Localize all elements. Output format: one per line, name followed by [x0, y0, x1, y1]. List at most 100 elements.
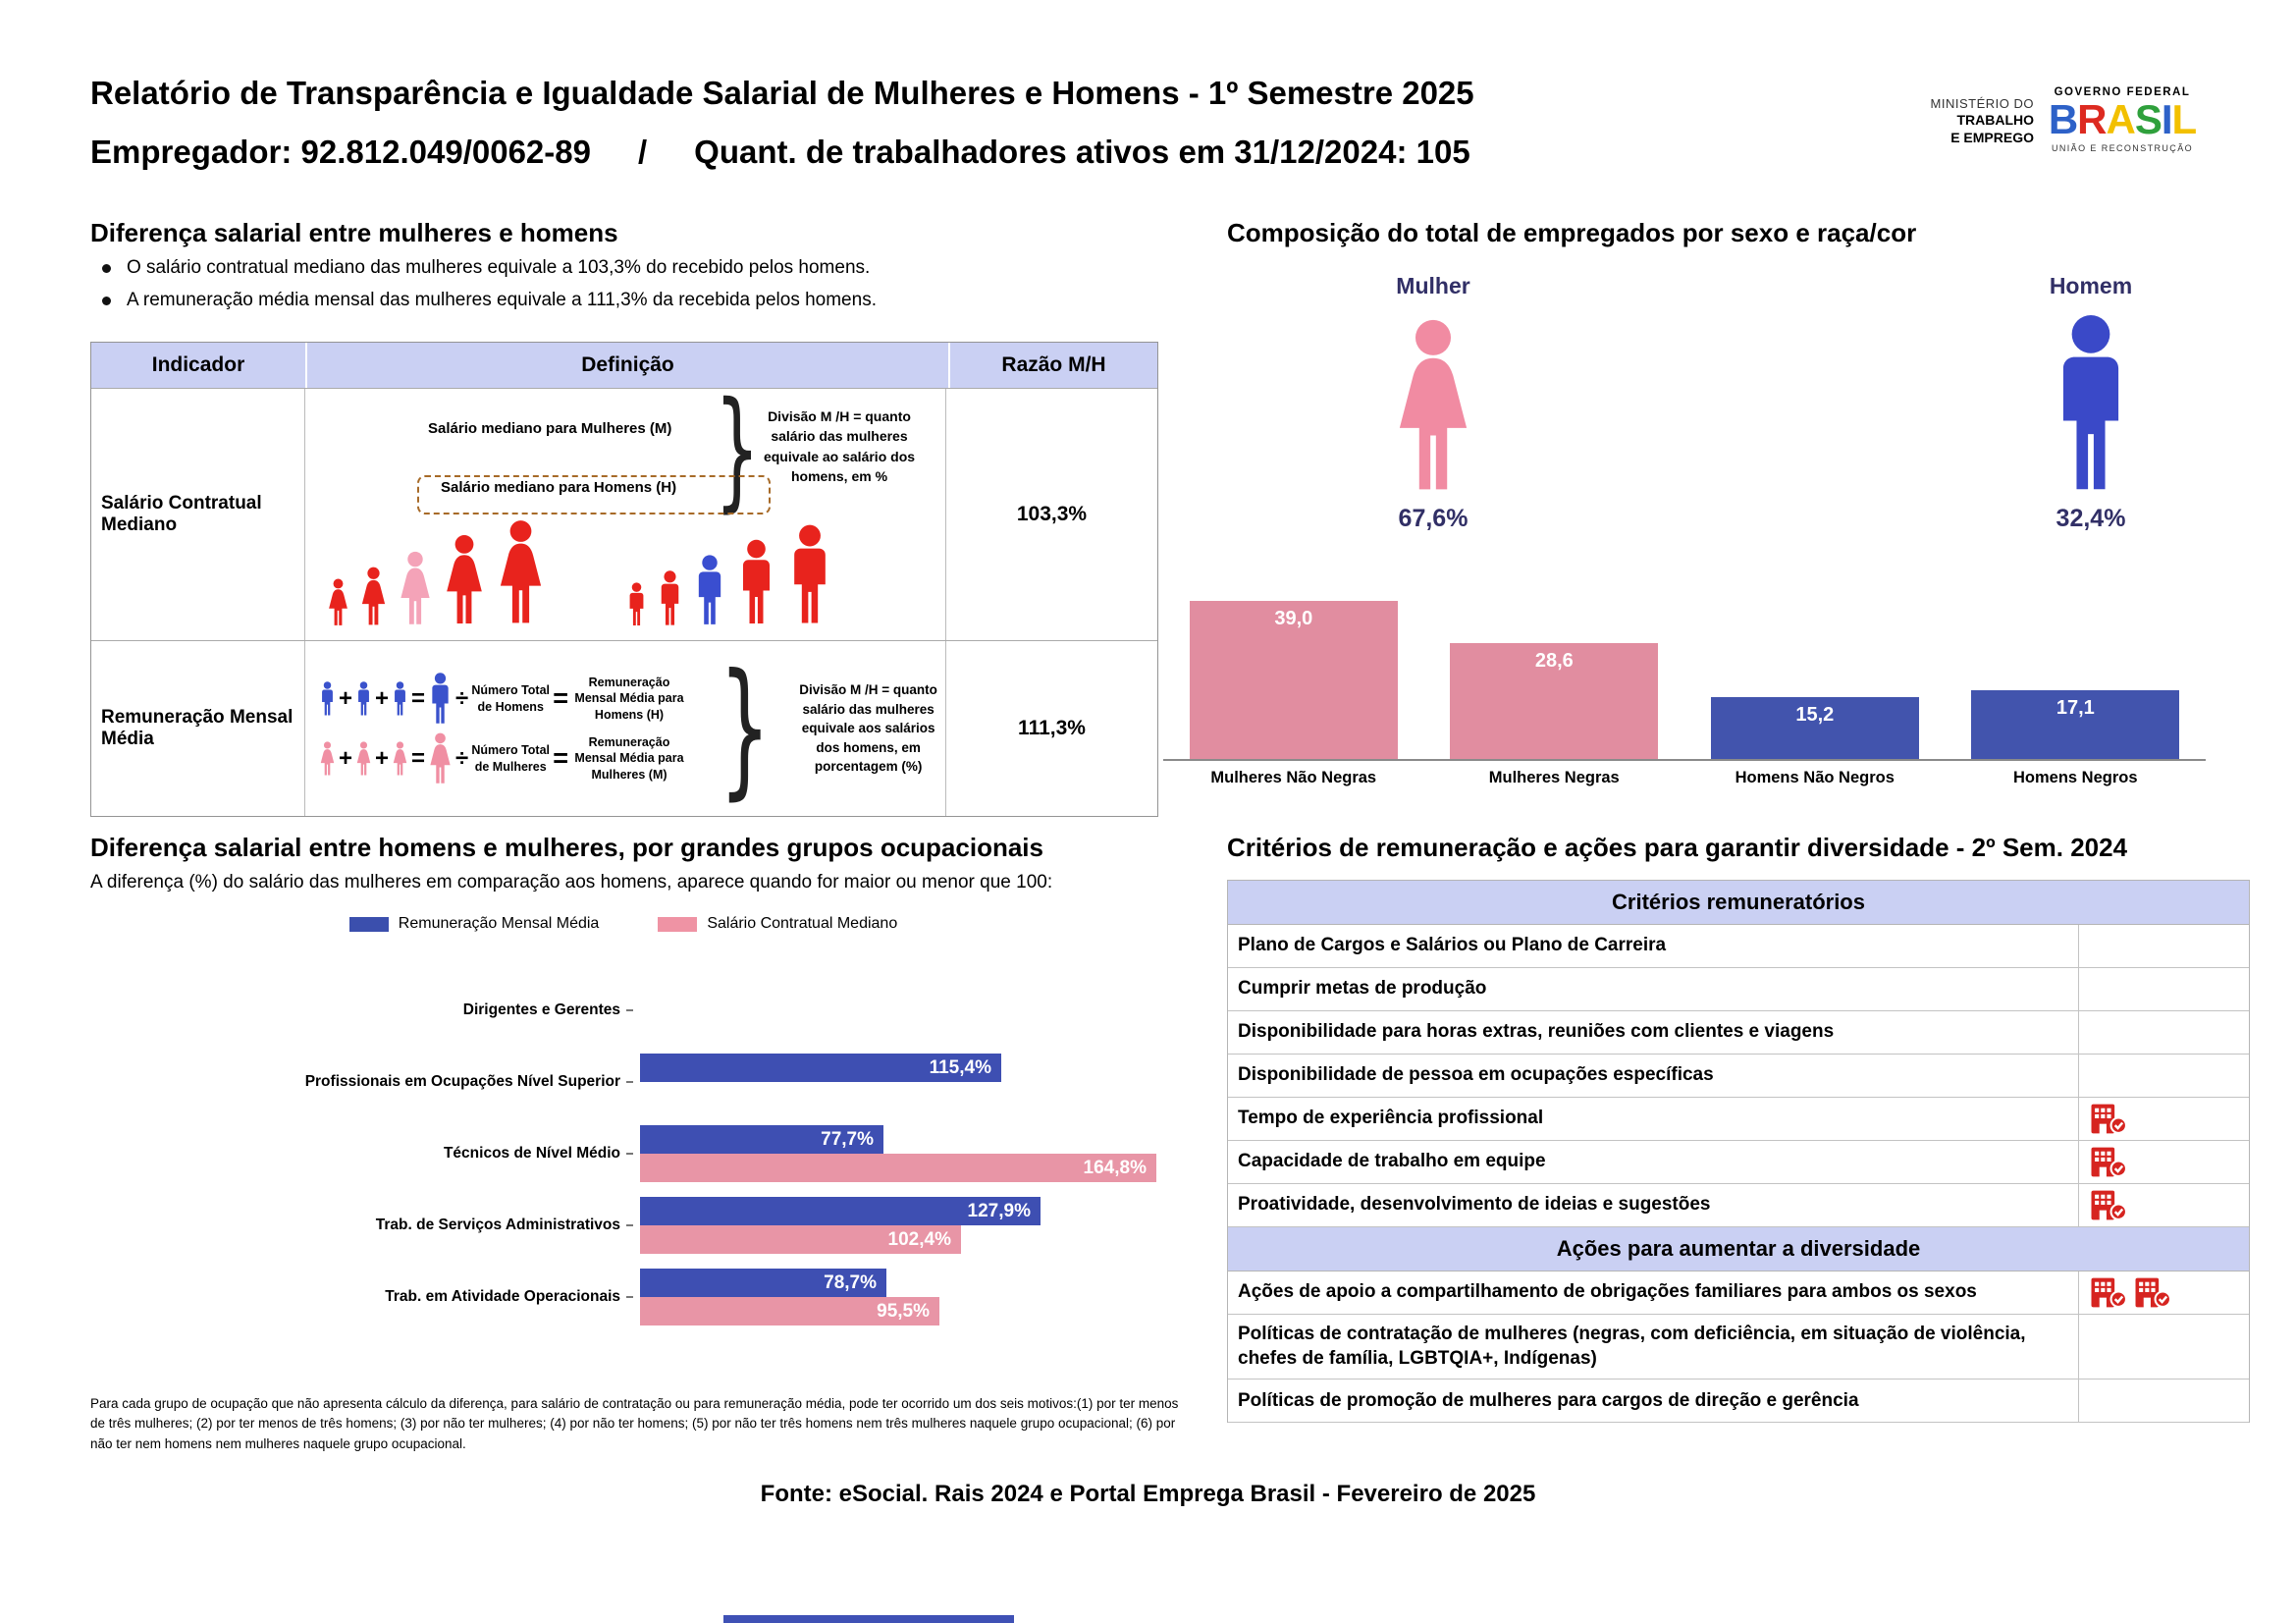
- criteria-row: Plano de Cargos e Salários ou Plano de C…: [1228, 925, 2249, 968]
- criteria-label: Plano de Cargos e Salários ou Plano de C…: [1238, 935, 1667, 956]
- building-check-icon: [2091, 1104, 2127, 1134]
- female-figure: [327, 578, 349, 632]
- female-figure-icon: [361, 567, 386, 625]
- bar-Homens Negros: 17,1: [1971, 690, 2180, 759]
- plus-operator: +: [375, 684, 390, 712]
- axis-tick: [626, 1081, 633, 1083]
- gov-slogan: UNIÃO E RECONSTRUÇÃO: [2051, 143, 2193, 154]
- divide-operator: ÷: [455, 744, 469, 772]
- brasil-logo-icon: BRASIL: [2044, 96, 2201, 142]
- criteria-check-cell: [2078, 1098, 2247, 1140]
- criteria-check-cell: [2078, 925, 2247, 967]
- gov-brasil-logo: GOVERNO FEDERAL BRASIL UNIÃO E RECONSTRU…: [2044, 86, 2201, 153]
- female-figure-icon: [430, 732, 451, 784]
- axis-tick: [626, 1224, 633, 1226]
- female-pct: 67,6%: [1398, 505, 1468, 532]
- bar-value-label: 164,8%: [1083, 1158, 1147, 1178]
- criteria-check-cell: [2078, 1315, 2247, 1380]
- bar-value-label: 127,9%: [967, 1201, 1031, 1221]
- bullet-dot-icon: [102, 297, 111, 305]
- brasil-letter: B: [2048, 96, 2078, 142]
- plus-operator: +: [339, 684, 353, 712]
- bar-Mulheres Negras: 28,6: [1450, 643, 1659, 759]
- occ-bar-remuneracao: 78,7%: [640, 1269, 886, 1297]
- occupational-footnote: Para cada grupo de ocupação que não apre…: [90, 1396, 1179, 1451]
- occ-category-label: Técnicos de Nível Médio: [443, 1145, 620, 1162]
- bullet-item: A remuneração média mensal das mulheres …: [102, 290, 986, 311]
- salary-diff-bullets: O salário contratual mediano das mulhere…: [102, 257, 986, 322]
- male-figure: [786, 524, 833, 632]
- equation-line: + + = ÷ Número Total de Homens = Remuneração M…: [319, 672, 698, 726]
- female-figure-icon: [400, 551, 430, 624]
- source-footer: Fonte: eSocial. Rais 2024 e Portal Empre…: [760, 1481, 1536, 1507]
- bottom-blue-strip: [723, 1615, 1014, 1623]
- employer-line: Empregador: 92.812.049/0062-89 / Quant. …: [90, 134, 1470, 171]
- median-women-label: Salário mediano para Mulheres (M): [428, 420, 672, 437]
- male-pct: 32,4%: [2056, 505, 2126, 532]
- ministry-wordmark: MINISTÉRIO DO TRABALHO E EMPREGO: [1838, 96, 2034, 146]
- female-figure-icon: [320, 740, 335, 775]
- bar-value-label: 28,6: [1534, 650, 1574, 672]
- composition-heading: Composição do total de empregados por se…: [1227, 218, 1917, 247]
- criteria-heading: Critérios de remuneração e ações para ga…: [1227, 833, 2128, 862]
- mean-definition-cell: + + = ÷ Número Total de Homens = Remuneração M…: [305, 641, 946, 816]
- bar-category-label: Mulheres Negras: [1488, 769, 1620, 786]
- count-label: Número Total de Homens: [471, 683, 551, 714]
- criteria-label: Tempo de experiência profissional: [1238, 1108, 1544, 1129]
- bar-category-label: Mulheres Não Negras: [1210, 769, 1377, 786]
- indicator-name: Salário Contratual Mediano: [91, 389, 305, 640]
- plus-operator: =: [411, 684, 426, 712]
- female-figure: [359, 567, 388, 632]
- male-figure-icon: [322, 680, 333, 715]
- equals-operator: =: [553, 743, 568, 773]
- male-figure-icon: [629, 582, 644, 625]
- occ-category-label: Profissionais em Ocupações Nível Superio…: [304, 1073, 620, 1090]
- bullet-dot-icon: [102, 264, 111, 273]
- ministry-line-2: TRABALHO: [1956, 112, 2034, 129]
- mean-ratio-value: 111,3%: [1018, 717, 1086, 739]
- ministry-line-1: MINISTÉRIO DO: [1930, 96, 2034, 111]
- criteria-label: Políticas de promoção de mulheres para c…: [1238, 1389, 1859, 1411]
- criteria-row: Políticas de promoção de mulheres para c…: [1228, 1380, 2249, 1424]
- divide-operator: ÷: [455, 684, 469, 712]
- criteria-row: Proatividade, desenvolvimento de ideias …: [1228, 1184, 2249, 1227]
- bar-Homens Não Negros: 15,2: [1710, 697, 1919, 759]
- equals-operator: =: [553, 683, 568, 713]
- occ-category-label: Dirigentes e Gerentes: [462, 1001, 620, 1018]
- axis-tick: [626, 1009, 633, 1011]
- page-title: Relatório de Transparência e Igualdade S…: [90, 75, 1474, 111]
- brasil-letter: I: [2161, 96, 2173, 142]
- male-figure-icon: [395, 680, 405, 715]
- bar-category-label: Homens Negros: [2012, 769, 2138, 786]
- active-workers: Quant. de trabalhadores ativos em 31/12/…: [694, 134, 1470, 170]
- col-header-indicador: Indicador: [91, 343, 307, 388]
- indicator-table-header: Indicador Definição Razão M/H: [91, 343, 1157, 388]
- col-header-razao: Razão M/H: [1001, 353, 1106, 376]
- criteria-check-cell: [2078, 1271, 2247, 1314]
- mean-equations: + + = ÷ Número Total de Homens = Remuneração M…: [319, 641, 945, 816]
- building-check-icon: [2135, 1277, 2171, 1308]
- indicator-name: Remuneração Mensal Média: [91, 641, 305, 816]
- bar-value-label: 78,7%: [824, 1272, 877, 1293]
- salary-diff-heading: Diferença salarial entre mulheres e home…: [90, 218, 618, 247]
- female-figure: [398, 551, 433, 632]
- male-figure-icon: [742, 539, 771, 623]
- occ-bar-remuneracao: 115,4%: [640, 1054, 1001, 1082]
- criteria-row: Ações de apoio a compartilhamento de obr…: [1228, 1271, 2249, 1315]
- governo-federal-label: GOVERNO FEDERAL: [2054, 86, 2191, 98]
- criteria-row: Tempo de experiência profissional: [1228, 1098, 2249, 1141]
- male-figure-icon: [698, 555, 721, 624]
- col-header-definicao: Definição: [307, 343, 950, 388]
- brasil-letter: R: [2077, 96, 2107, 142]
- brace-icon: }: [714, 374, 761, 525]
- female-figure-icon: [356, 740, 371, 775]
- legend-swatch: [348, 916, 389, 932]
- bar-value-label: 115,4%: [929, 1057, 991, 1078]
- male-figure-icon: [794, 524, 826, 623]
- plus-operator: +: [339, 744, 353, 772]
- bullet-text: O salário contratual mediano das mulhere…: [127, 257, 871, 278]
- occupational-bar-chart: Dirigentes e Gerentes Profissionais em Oc…: [90, 967, 1156, 1325]
- building-check-icon: [2091, 1277, 2127, 1308]
- male-figure-icon: [2062, 314, 2119, 490]
- male-group-label: Homem: [2049, 273, 2133, 298]
